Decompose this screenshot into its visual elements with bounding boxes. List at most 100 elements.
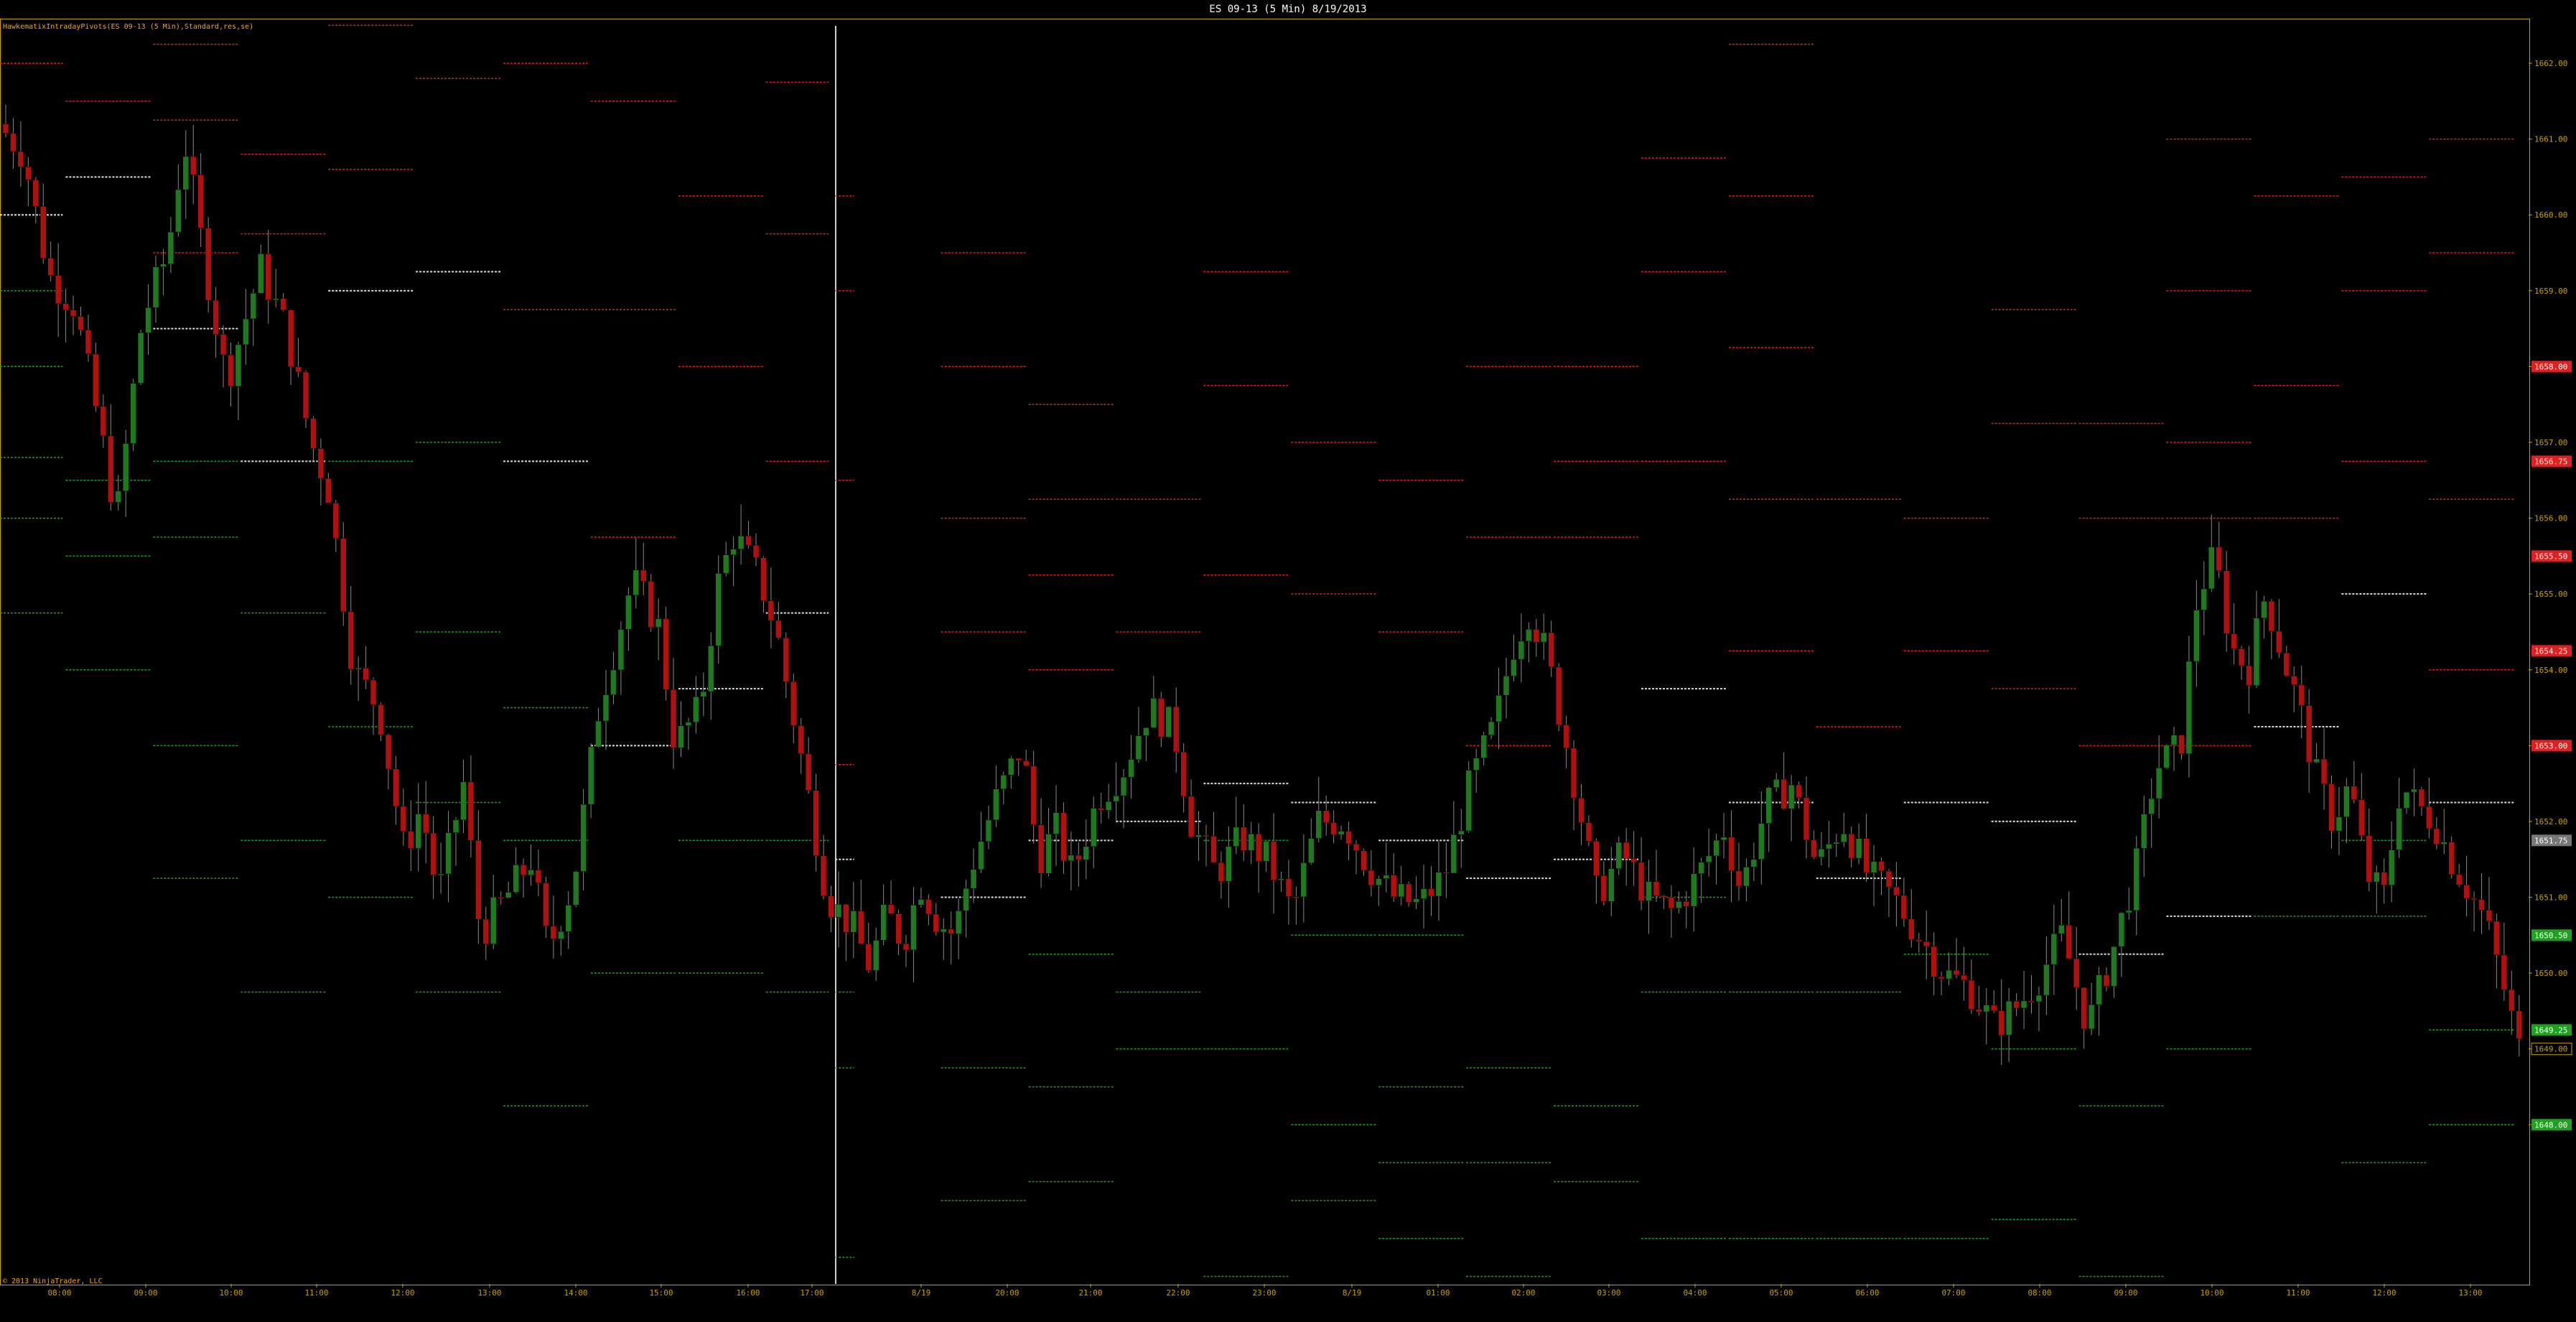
up-candle[interactable] xyxy=(1750,859,1758,867)
down-candle[interactable] xyxy=(2448,842,2455,875)
down-candle[interactable] xyxy=(55,275,62,304)
down-candle[interactable] xyxy=(1353,843,1360,851)
up-candle[interactable] xyxy=(1773,778,1780,788)
up-candle[interactable] xyxy=(1248,833,1254,851)
up-candle[interactable] xyxy=(1315,810,1322,839)
down-candle[interactable] xyxy=(1187,796,1195,838)
up-candle[interactable] xyxy=(1713,839,1719,857)
down-candle[interactable] xyxy=(1630,858,1637,862)
up-candle[interactable] xyxy=(1278,878,1284,881)
up-candle[interactable] xyxy=(152,266,159,308)
down-candle[interactable] xyxy=(813,790,819,857)
up-candle[interactable] xyxy=(558,931,564,940)
up-candle[interactable] xyxy=(2403,791,2410,809)
down-candle[interactable] xyxy=(1060,812,1067,861)
down-candle[interactable] xyxy=(280,298,286,311)
up-candle[interactable] xyxy=(145,307,151,333)
down-candle[interactable] xyxy=(820,855,827,897)
up-candle[interactable] xyxy=(355,667,362,670)
up-candle[interactable] xyxy=(872,940,879,971)
up-candle[interactable] xyxy=(1376,878,1382,886)
down-candle[interactable] xyxy=(2501,954,2508,990)
up-candle[interactable] xyxy=(1743,867,1750,887)
down-candle[interactable] xyxy=(550,926,557,940)
down-candle[interactable] xyxy=(1172,706,1180,753)
up-candle[interactable] xyxy=(1870,861,1877,873)
down-candle[interactable] xyxy=(190,156,197,175)
down-candle[interactable] xyxy=(1548,632,1554,668)
down-candle[interactable] xyxy=(287,309,294,368)
down-candle[interactable] xyxy=(1968,979,1975,1010)
up-candle[interactable] xyxy=(1000,775,1007,790)
up-candle[interactable] xyxy=(708,646,714,692)
up-candle[interactable] xyxy=(137,332,144,384)
down-candle[interactable] xyxy=(108,435,114,503)
down-candle[interactable] xyxy=(1878,861,1885,872)
up-candle[interactable] xyxy=(1518,641,1525,660)
down-candle[interactable] xyxy=(1361,850,1367,871)
up-candle[interactable] xyxy=(235,344,242,387)
down-candle[interactable] xyxy=(1570,748,1577,799)
up-candle[interactable] xyxy=(1720,837,1727,841)
up-candle[interactable] xyxy=(835,904,842,918)
up-candle[interactable] xyxy=(2005,1000,2012,1035)
down-candle[interactable] xyxy=(85,330,92,355)
up-candle[interactable] xyxy=(2035,995,2043,1002)
down-candle[interactable] xyxy=(1428,888,1434,897)
down-candle[interactable] xyxy=(1998,1010,2005,1035)
up-candle[interactable] xyxy=(250,293,257,320)
down-candle[interactable] xyxy=(1885,870,1893,888)
down-candle[interactable] xyxy=(408,831,414,849)
down-candle[interactable] xyxy=(265,253,271,300)
down-candle[interactable] xyxy=(332,503,340,539)
up-candle[interactable] xyxy=(1083,846,1090,860)
down-candle[interactable] xyxy=(422,814,429,834)
up-candle[interactable] xyxy=(985,819,992,842)
up-candle[interactable] xyxy=(1480,735,1487,759)
down-candle[interactable] xyxy=(1848,833,1854,859)
down-candle[interactable] xyxy=(790,681,797,726)
up-candle[interactable] xyxy=(910,905,917,951)
down-candle[interactable] xyxy=(2470,898,2478,900)
down-candle[interactable] xyxy=(543,883,549,927)
down-candle[interactable] xyxy=(1075,855,1082,860)
up-candle[interactable] xyxy=(1045,834,1052,874)
up-candle[interactable] xyxy=(167,231,174,264)
up-candle[interactable] xyxy=(1300,862,1307,898)
down-candle[interactable] xyxy=(783,637,790,682)
down-candle[interactable] xyxy=(2381,872,2387,886)
down-candle[interactable] xyxy=(843,904,849,933)
down-candle[interactable] xyxy=(902,943,910,951)
down-candle[interactable] xyxy=(1668,897,1675,909)
up-candle[interactable] xyxy=(1833,842,1840,844)
down-candle[interactable] xyxy=(1661,895,1667,898)
down-candle[interactable] xyxy=(430,832,437,875)
down-candle[interactable] xyxy=(1735,870,1742,887)
down-candle[interactable] xyxy=(1653,881,1660,896)
up-candle[interactable] xyxy=(2020,1000,2027,1009)
down-candle[interactable] xyxy=(2516,1010,2522,1039)
down-candle[interactable] xyxy=(865,944,872,971)
down-candle[interactable] xyxy=(805,753,812,791)
down-candle[interactable] xyxy=(93,353,99,407)
up-candle[interactable] xyxy=(1705,855,1712,863)
down-candle[interactable] xyxy=(2,124,9,134)
up-candle[interactable] xyxy=(737,536,745,549)
down-candle[interactable] xyxy=(1893,886,1900,896)
down-candle[interactable] xyxy=(858,911,864,944)
down-candle[interactable] xyxy=(1345,831,1352,844)
up-candle[interactable] xyxy=(722,554,729,574)
up-candle[interactable] xyxy=(115,490,121,503)
down-candle[interactable] xyxy=(482,918,490,944)
down-candle[interactable] xyxy=(2238,648,2245,666)
up-candle[interactable] xyxy=(602,694,610,722)
down-candle[interactable] xyxy=(1563,725,1569,749)
down-candle[interactable] xyxy=(40,205,47,259)
down-candle[interactable] xyxy=(2320,758,2328,784)
down-candle[interactable] xyxy=(1728,837,1735,871)
down-candle[interactable] xyxy=(2246,665,2252,686)
down-candle[interactable] xyxy=(1368,870,1375,886)
up-candle[interactable] xyxy=(2208,546,2215,590)
down-candle[interactable] xyxy=(2366,835,2372,883)
down-candle[interactable] xyxy=(2486,910,2493,922)
